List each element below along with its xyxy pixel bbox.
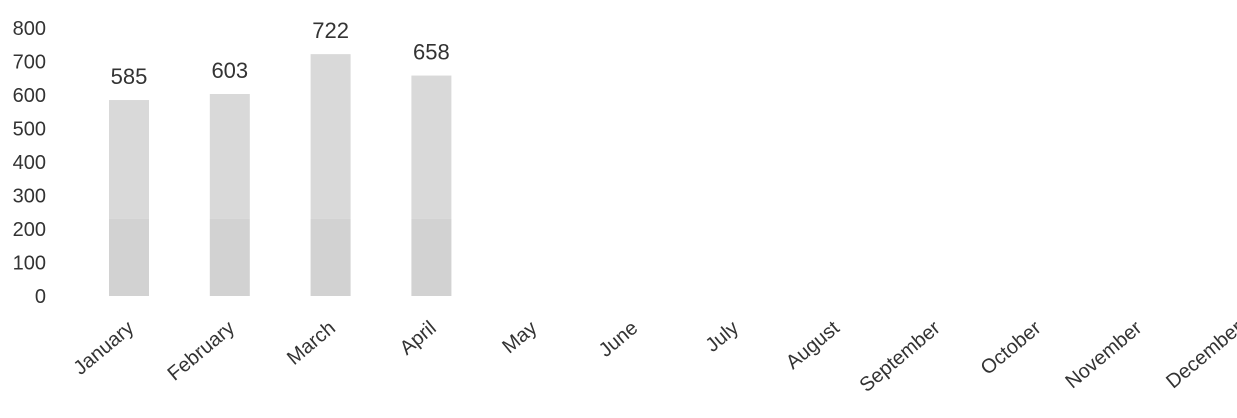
y-tick-label: 600 xyxy=(13,85,46,107)
data-label: 585 xyxy=(111,64,148,89)
bar xyxy=(411,75,452,296)
bar-upper-segment xyxy=(411,75,452,219)
bar-upper-segment xyxy=(310,54,351,219)
x-tick-label: June xyxy=(595,317,642,362)
x-tick-label: May xyxy=(498,317,541,358)
x-tick-label: December xyxy=(1162,317,1237,393)
bar-upper-segment xyxy=(109,100,149,219)
bar xyxy=(109,100,149,296)
bar-lower-segment xyxy=(310,218,351,296)
y-tick-label: 100 xyxy=(13,253,46,275)
y-axis: 0 100 200 300 400 500 600 700 800 xyxy=(13,18,46,308)
bar xyxy=(209,93,250,296)
bar xyxy=(310,54,351,296)
data-label: 722 xyxy=(312,18,349,43)
bar-lower-segment xyxy=(411,218,452,296)
bar-lower-segment xyxy=(109,218,149,296)
data-label: 603 xyxy=(211,58,248,83)
y-tick-label: 300 xyxy=(13,186,46,208)
y-tick-label: 0 xyxy=(35,286,46,308)
y-tick-label: 500 xyxy=(13,119,46,141)
bars xyxy=(109,54,452,296)
x-tick-label: April xyxy=(396,317,441,360)
x-tick-label: August xyxy=(782,317,844,374)
x-tick-label: November xyxy=(1061,317,1146,393)
x-tick-label: September xyxy=(856,317,945,397)
bar-lower-segment xyxy=(209,218,250,296)
data-label: 658 xyxy=(413,40,450,65)
bar-upper-segment xyxy=(209,93,250,219)
x-tick-label: February xyxy=(164,317,239,385)
y-tick-label: 800 xyxy=(13,18,46,40)
x-axis: January February March April May June July Augu… xyxy=(70,317,1237,397)
x-tick-label: July xyxy=(702,317,743,357)
x-tick-label: March xyxy=(283,317,340,370)
y-tick-label: 400 xyxy=(13,152,46,174)
x-tick-label: October xyxy=(977,317,1046,380)
y-tick-label: 200 xyxy=(13,219,46,241)
data-labels: 585 603 722 658 xyxy=(111,18,450,89)
x-tick-label: January xyxy=(70,317,139,380)
y-tick-label: 700 xyxy=(13,52,46,74)
